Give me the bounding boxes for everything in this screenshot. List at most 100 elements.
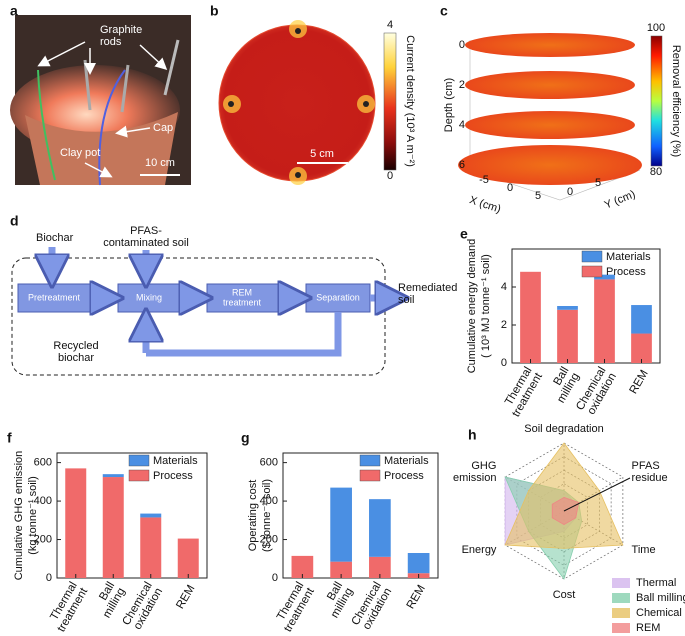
output-label: Remediated bbox=[398, 282, 457, 294]
step-label: Separation bbox=[316, 292, 360, 302]
annotation: Cap bbox=[153, 122, 173, 134]
colorbar-tick: 100 bbox=[647, 22, 665, 34]
y-axis-label-line: (kg tonne⁻¹ soil) bbox=[27, 476, 39, 555]
x-tick-label: REM bbox=[174, 583, 197, 611]
legend-label: Materials bbox=[153, 455, 198, 467]
legend-swatch bbox=[612, 608, 630, 618]
annotation: Graphite bbox=[100, 24, 142, 36]
flow-diagram bbox=[11, 247, 392, 376]
input-label: PFAS- bbox=[130, 225, 162, 237]
pointer bbox=[563, 477, 631, 512]
x-tick-label-group: REM bbox=[174, 583, 197, 611]
bar bbox=[369, 499, 391, 557]
legend-swatch bbox=[128, 454, 150, 467]
y-tick-label: 200 bbox=[260, 533, 278, 545]
plot-frame bbox=[56, 452, 208, 579]
annotation: rods bbox=[100, 36, 122, 48]
legend-label: REM bbox=[636, 622, 660, 634]
step-label: REM bbox=[232, 287, 252, 297]
legend-swatch bbox=[581, 265, 603, 278]
tick-label: -5 bbox=[479, 174, 489, 186]
axis-label: Energy bbox=[462, 544, 497, 556]
legend-label: Process bbox=[384, 470, 424, 482]
y-axis-label: Cumulative GHG emission (kg tonne⁻¹ soil) bbox=[13, 451, 39, 581]
bar bbox=[631, 305, 652, 334]
annotation: Clay pot bbox=[60, 147, 100, 159]
legend-swatch bbox=[612, 578, 630, 588]
legend-swatch bbox=[581, 250, 603, 263]
legend-swatch bbox=[612, 623, 630, 633]
colorbar-tick: 4 bbox=[387, 19, 393, 31]
axis-label: GHG bbox=[471, 460, 496, 472]
bar bbox=[140, 513, 162, 518]
input-label: Biochar bbox=[36, 232, 74, 244]
panel-label: a bbox=[10, 3, 18, 19]
y-tick-label: 2 bbox=[501, 319, 507, 331]
tick-label: 0 bbox=[567, 186, 573, 198]
y-tick-label: 4 bbox=[501, 281, 507, 293]
step-label: Pretreatment bbox=[28, 292, 81, 302]
x-tick-label-group: REM bbox=[628, 368, 651, 396]
legend-swatch bbox=[128, 469, 150, 482]
bar bbox=[631, 333, 652, 363]
colorbar-tick: 0 bbox=[387, 170, 393, 182]
colorbar-tick: 80 bbox=[650, 166, 662, 178]
tick-label: 2 bbox=[459, 79, 465, 91]
y-axis-label-line: Cumulative GHG emission bbox=[13, 451, 25, 581]
x-tick-label: REM bbox=[405, 583, 428, 611]
bar bbox=[557, 306, 578, 310]
bar bbox=[330, 487, 352, 562]
legend-swatch bbox=[612, 593, 630, 603]
bar bbox=[102, 477, 124, 578]
bar bbox=[65, 468, 87, 578]
tick-label: 0 bbox=[459, 39, 465, 51]
bar bbox=[557, 309, 578, 363]
tick-label: 0 bbox=[507, 182, 513, 194]
tick-label: 5 bbox=[595, 177, 601, 189]
y-tick-label: 0 bbox=[46, 572, 52, 584]
legend-label: Chemical bbox=[636, 607, 682, 619]
output-label: soil bbox=[398, 294, 415, 306]
y-axis-label: Operating cost ($ tonne⁻¹ soil) bbox=[247, 479, 273, 552]
legend-label: Materials bbox=[606, 251, 651, 263]
y-axis-label-line: Operating cost bbox=[247, 480, 259, 552]
bar bbox=[330, 561, 352, 578]
input-label: contaminated soil bbox=[103, 237, 189, 249]
bar bbox=[369, 556, 391, 578]
axis-label: Depth (cm) bbox=[443, 78, 455, 132]
legend-label: Ball milling bbox=[636, 592, 685, 604]
radar-area bbox=[504, 442, 624, 549]
photo bbox=[10, 15, 191, 186]
panel-label: f bbox=[7, 430, 12, 446]
legend-swatch bbox=[359, 454, 381, 467]
y-axis-label-line: Cumulative energy demand bbox=[466, 239, 478, 374]
bar bbox=[520, 271, 541, 363]
plot-frame bbox=[282, 452, 439, 579]
layers-3d bbox=[458, 33, 663, 201]
bar bbox=[594, 274, 615, 280]
step-label: Mixing bbox=[136, 292, 162, 302]
current-map bbox=[218, 20, 397, 185]
axis-label: Time bbox=[632, 544, 656, 556]
axis-label: residue bbox=[632, 472, 668, 484]
scale-bar-label: 10 cm bbox=[145, 157, 175, 169]
axis-label: PFAS bbox=[632, 460, 660, 472]
panel-label: d bbox=[10, 213, 19, 229]
axis-label: Soil degradation bbox=[524, 423, 604, 435]
legend-label: Thermal bbox=[636, 577, 676, 589]
y-axis-label: Cumulative energy demand( 10³ MJ tonne⁻¹… bbox=[466, 239, 492, 374]
y-tick-label: 0 bbox=[501, 357, 507, 369]
bar bbox=[177, 538, 199, 578]
y-axis-label-line: ( 10³ MJ tonne⁻¹ soil) bbox=[480, 254, 492, 358]
tick-label: 4 bbox=[459, 119, 465, 131]
step-label: treatment bbox=[223, 297, 262, 307]
axis-label: Y (cm) bbox=[603, 188, 637, 211]
